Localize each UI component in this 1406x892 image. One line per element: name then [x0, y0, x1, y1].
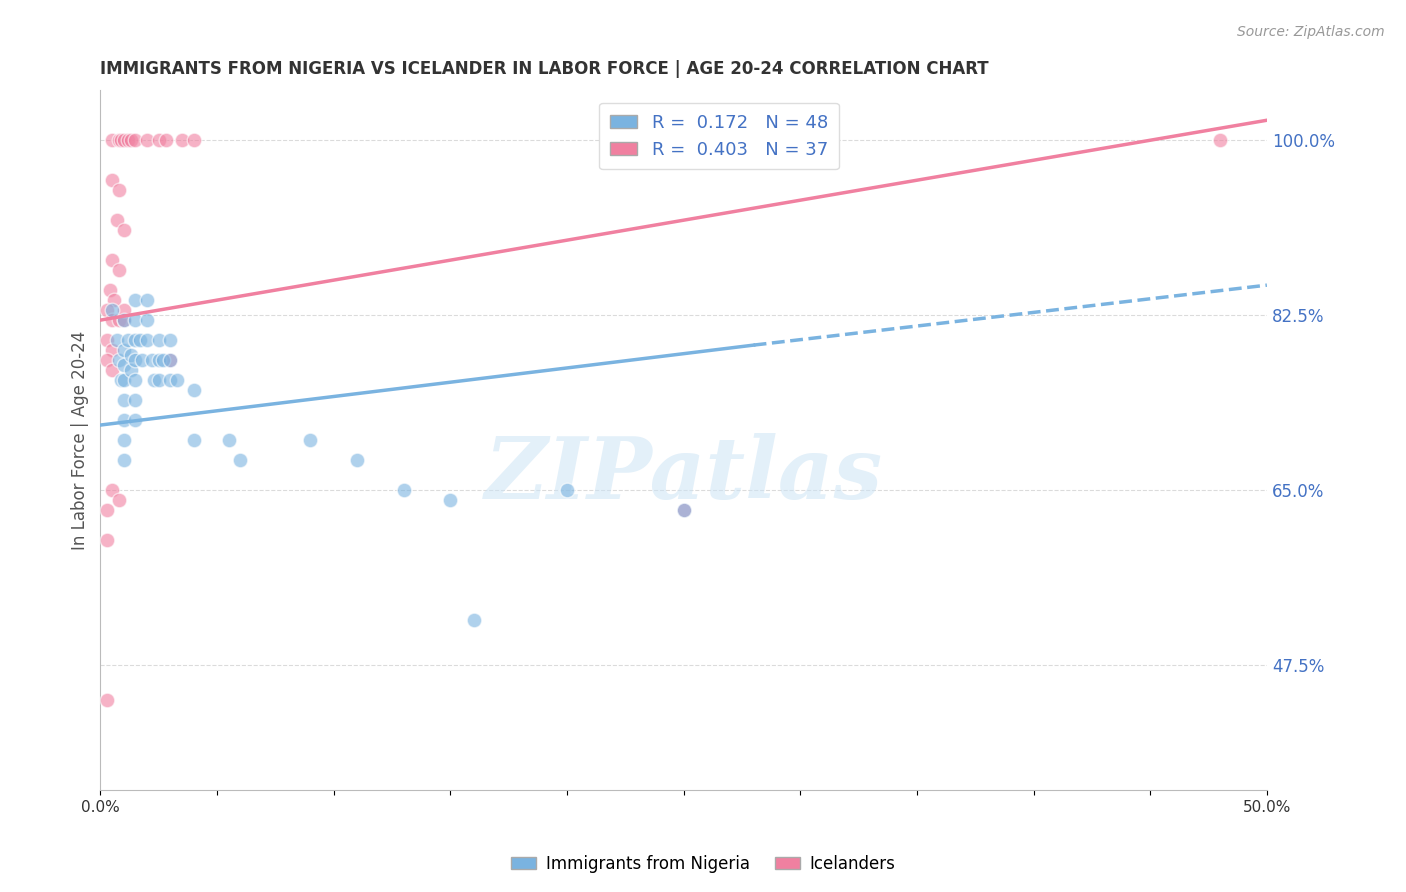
- Point: [136, 133, 159, 147]
- Point: [143, 373, 166, 387]
- Point: [183, 383, 205, 397]
- Point: [112, 433, 135, 447]
- Point: [96, 503, 118, 517]
- Point: [148, 333, 170, 347]
- Point: [124, 393, 146, 408]
- Point: [103, 293, 125, 307]
- Point: [131, 353, 153, 368]
- Point: [117, 333, 139, 347]
- Point: [112, 358, 135, 372]
- Point: [101, 253, 124, 268]
- Point: [110, 373, 132, 387]
- Point: [120, 133, 142, 147]
- Point: [218, 433, 240, 447]
- Point: [96, 533, 118, 547]
- Point: [152, 353, 174, 368]
- Point: [112, 413, 135, 427]
- Point: [159, 353, 181, 368]
- Point: [136, 293, 159, 307]
- Point: [108, 183, 131, 197]
- Point: [112, 223, 135, 237]
- Point: [117, 133, 139, 147]
- Point: [124, 133, 146, 147]
- Point: [148, 133, 170, 147]
- Point: [124, 413, 146, 427]
- Point: [555, 483, 578, 497]
- Point: [672, 503, 695, 517]
- Point: [148, 373, 170, 387]
- Point: [101, 483, 124, 497]
- Point: [96, 303, 118, 318]
- Legend: Immigrants from Nigeria, Icelanders: Immigrants from Nigeria, Icelanders: [503, 848, 903, 880]
- Point: [120, 348, 142, 362]
- Text: IMMIGRANTS FROM NIGERIA VS ICELANDER IN LABOR FORCE | AGE 20-24 CORRELATION CHAR: IMMIGRANTS FROM NIGERIA VS ICELANDER IN …: [100, 60, 988, 78]
- Point: [148, 353, 170, 368]
- Point: [101, 343, 124, 357]
- Text: Source: ZipAtlas.com: Source: ZipAtlas.com: [1237, 25, 1385, 39]
- Point: [98, 283, 121, 297]
- Point: [159, 333, 181, 347]
- Point: [136, 313, 159, 327]
- Point: [155, 133, 177, 147]
- Point: [112, 313, 135, 327]
- Point: [170, 133, 193, 147]
- Point: [124, 353, 146, 368]
- Point: [392, 483, 415, 497]
- Point: [124, 333, 146, 347]
- Point: [1209, 133, 1232, 147]
- Point: [183, 133, 205, 147]
- Point: [439, 493, 461, 508]
- Point: [166, 373, 188, 387]
- Point: [299, 433, 322, 447]
- Point: [112, 393, 135, 408]
- Point: [101, 303, 124, 318]
- Point: [141, 353, 163, 368]
- Point: [112, 373, 135, 387]
- Point: [229, 453, 252, 467]
- Point: [96, 693, 118, 707]
- Point: [129, 333, 152, 347]
- Point: [108, 263, 131, 277]
- Point: [112, 303, 135, 318]
- Point: [110, 133, 132, 147]
- Y-axis label: In Labor Force | Age 20-24: In Labor Force | Age 20-24: [72, 330, 89, 549]
- Point: [108, 493, 131, 508]
- Point: [463, 613, 485, 627]
- Text: ZIPatlas: ZIPatlas: [485, 434, 883, 516]
- Point: [346, 453, 368, 467]
- Point: [672, 503, 695, 517]
- Point: [101, 133, 124, 147]
- Point: [112, 313, 135, 327]
- Point: [108, 133, 131, 147]
- Point: [136, 333, 159, 347]
- Point: [96, 353, 118, 368]
- Point: [112, 133, 135, 147]
- Point: [124, 313, 146, 327]
- Point: [105, 333, 128, 347]
- Point: [159, 373, 181, 387]
- Point: [101, 173, 124, 187]
- Point: [124, 293, 146, 307]
- Point: [112, 453, 135, 467]
- Legend: R =  0.172   N = 48, R =  0.403   N = 37: R = 0.172 N = 48, R = 0.403 N = 37: [599, 103, 839, 169]
- Point: [101, 313, 124, 327]
- Point: [101, 363, 124, 377]
- Point: [108, 353, 131, 368]
- Point: [159, 353, 181, 368]
- Point: [105, 213, 128, 227]
- Point: [108, 313, 131, 327]
- Point: [183, 433, 205, 447]
- Point: [96, 333, 118, 347]
- Point: [120, 363, 142, 377]
- Point: [124, 373, 146, 387]
- Point: [112, 343, 135, 357]
